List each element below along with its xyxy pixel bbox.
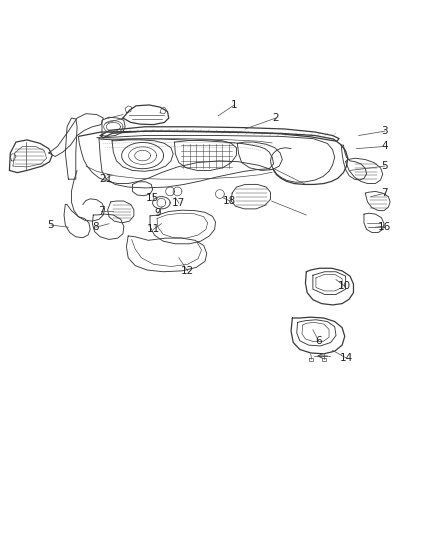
Text: 7: 7 bbox=[98, 206, 104, 216]
Text: 11: 11 bbox=[147, 224, 160, 235]
Text: 3: 3 bbox=[381, 126, 388, 136]
Text: 21: 21 bbox=[99, 174, 112, 184]
Text: 4: 4 bbox=[381, 141, 388, 151]
Text: 17: 17 bbox=[172, 198, 185, 208]
Text: 8: 8 bbox=[92, 222, 99, 232]
Text: 14: 14 bbox=[340, 353, 353, 363]
Text: 9: 9 bbox=[155, 208, 161, 218]
Text: 2: 2 bbox=[272, 113, 279, 123]
Text: 5: 5 bbox=[48, 220, 54, 230]
Text: 1: 1 bbox=[231, 100, 237, 110]
Text: 12: 12 bbox=[181, 266, 194, 276]
Text: 6: 6 bbox=[315, 336, 322, 346]
Text: 7: 7 bbox=[381, 188, 388, 198]
Text: 15: 15 bbox=[146, 193, 159, 204]
Text: 18: 18 bbox=[223, 196, 237, 206]
Text: 10: 10 bbox=[338, 281, 351, 291]
Text: 16: 16 bbox=[378, 222, 392, 232]
Text: 5: 5 bbox=[381, 161, 388, 171]
